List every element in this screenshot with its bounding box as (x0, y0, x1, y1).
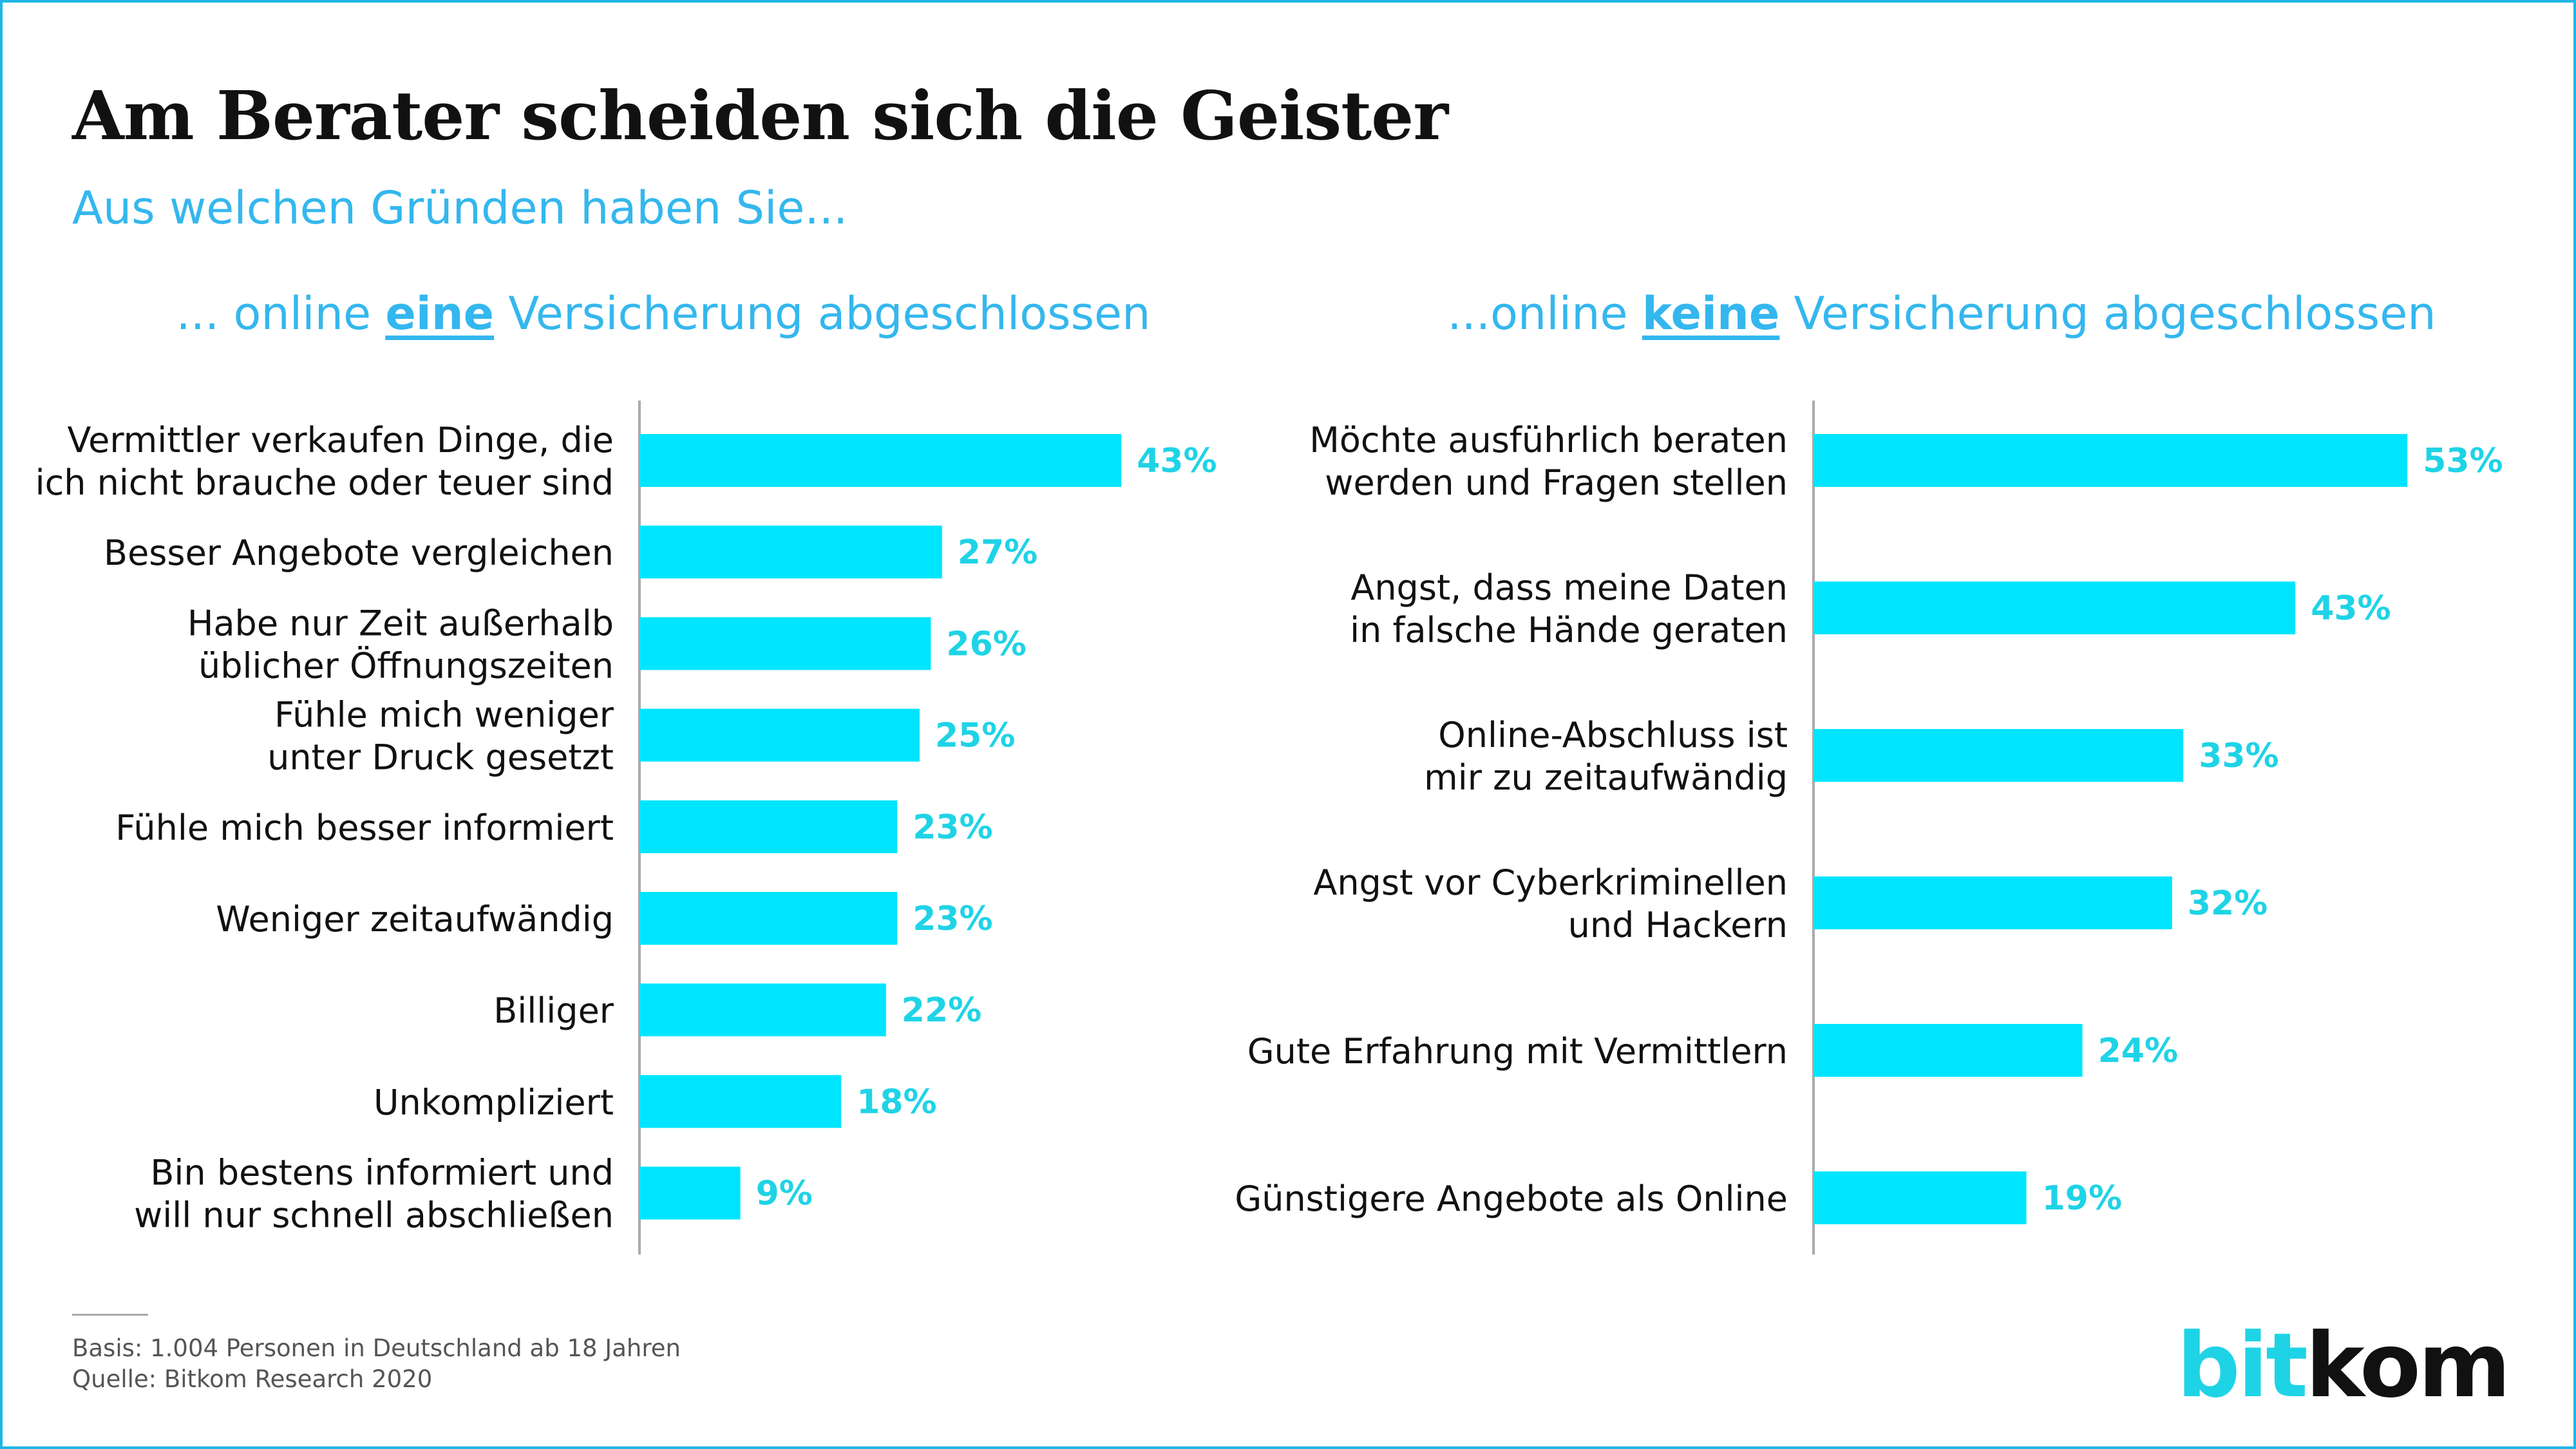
category-label: Billiger (493, 990, 614, 1031)
category-label-line: Günstigere Angebote als Online (1235, 1179, 1788, 1219)
category-label-line: Billiger (493, 990, 614, 1031)
category-label-line: und Hackern (1568, 905, 1788, 945)
data-label: 53% (2423, 442, 2503, 480)
category-label-line: Besser Angebote vergleichen (104, 533, 614, 573)
logo-part-kom: kom (2306, 1314, 2511, 1417)
category-label: Gute Erfahrung mit Vermittlern (1247, 1031, 1788, 1072)
category-label-line: Angst vor Cyberkriminellen (1313, 862, 1788, 903)
data-label: 23% (913, 808, 992, 847)
bar (1814, 876, 2172, 929)
data-label: 22% (902, 991, 981, 1030)
panel-title-emphasis: keine (1642, 287, 1780, 340)
panel-title-suffix: Versicherung abgeschlossen (494, 287, 1151, 340)
bar (639, 617, 931, 670)
footer-divider (72, 1314, 148, 1316)
bar (639, 1075, 842, 1128)
panel-title-online-eine: ... online eine Versicherung abgeschloss… (129, 287, 1198, 340)
data-label: 27% (958, 533, 1037, 572)
category-label-line: Habe nur Zeit außerhalb (187, 603, 614, 643)
panel-title-prefix: ...online (1447, 287, 1642, 340)
category-label: Vermittler verkaufen Dinge, die ich nicht… (35, 420, 614, 503)
data-label: 9% (756, 1175, 813, 1213)
category-label: Günstigere Angebote als Online (1235, 1179, 1788, 1219)
bar-chart-keine: 53% Möchte ausführlich beraten werden und … (1235, 401, 2503, 1255)
data-label: 43% (2311, 589, 2391, 628)
data-label: 33% (2199, 737, 2278, 775)
category-label-line: Fühle mich weniger (274, 695, 614, 735)
bar-chart-eine: 43% Vermittler verkaufen Dinge, die ich ni… (35, 401, 1217, 1255)
footnote-basis: Basis: 1.004 Personen in Deutschland ab … (72, 1334, 681, 1362)
panel-title-online-keine: ...online keine Versicherung abgeschloss… (1397, 287, 2486, 340)
category-label: Fühle mich besser informiert (115, 808, 614, 848)
data-label: 43% (1137, 442, 1217, 480)
bar (1814, 1024, 2083, 1077)
category-label-line: Weniger zeitaufwändig (216, 899, 614, 940)
data-label: 32% (2188, 884, 2268, 923)
category-label-line: Angst, dass meine Daten (1350, 567, 1788, 608)
category-label: Möchte ausführlich beraten werden und Fra… (1309, 420, 1788, 503)
category-label-line: ich nicht brauche oder teuer sind (35, 462, 614, 503)
bar (639, 526, 942, 579)
category-label-line: Vermittler verkaufen Dinge, die (67, 420, 614, 460)
category-label: Bin bestens informiert und will nur schne… (134, 1153, 614, 1236)
data-label: 23% (913, 900, 992, 938)
category-label-line: üblicher Öffnungszeiten (198, 645, 614, 686)
bar (1814, 582, 2296, 634)
data-label: 24% (2098, 1032, 2178, 1070)
chart-subtitle: Aus welchen Gründen haben Sie... (72, 182, 848, 234)
category-label: Online-Abschluss ist mir zu zeitaufwändig (1424, 715, 1788, 798)
category-label: Angst, dass meine Daten in falsche Hände … (1350, 567, 1788, 650)
bar (639, 708, 920, 762)
footnote-source: Quelle: Bitkom Research 2020 (72, 1365, 433, 1393)
category-label-line: unter Druck gesetzt (267, 737, 614, 778)
category-label-line: will nur schnell abschließen (134, 1195, 614, 1236)
category-label-line: Bin bestens informiert und (150, 1153, 614, 1193)
category-label: Weniger zeitaufwändig (216, 899, 614, 940)
panel-title-emphasis: eine (385, 287, 495, 340)
category-label-line: Fühle mich besser informiert (115, 808, 614, 848)
category-label-line: Möchte ausführlich beraten (1309, 420, 1788, 460)
category-label: Angst vor Cyberkriminellen und Hackern (1313, 862, 1788, 945)
category-label-line: Unkompliziert (374, 1082, 614, 1122)
category-label: Besser Angebote vergleichen (104, 533, 614, 573)
bar (639, 1166, 741, 1220)
category-label-line: in falsche Hände geraten (1350, 610, 1788, 650)
logo-part-bit: bit (2177, 1314, 2308, 1417)
chart-title: Am Berater scheiden sich die Geister (72, 76, 1448, 155)
category-label-line: Online-Abschluss ist (1438, 715, 1788, 755)
bar (639, 983, 886, 1037)
category-label: Habe nur Zeit außerhalb üblicher Öffnungs… (187, 603, 614, 686)
bar (1814, 1171, 2027, 1224)
panel-title-prefix: ... online (176, 287, 386, 340)
category-label-line: mir zu zeitaufwändig (1424, 757, 1788, 798)
bar (1814, 434, 2408, 487)
category-label-line: werden und Fragen stellen (1325, 462, 1788, 503)
panel-title-suffix: Versicherung abgeschlossen (1779, 287, 2436, 340)
data-label: 19% (2042, 1179, 2122, 1218)
bar (639, 892, 898, 945)
bitkom-logo: bitkom (2177, 1314, 2511, 1417)
data-label: 25% (935, 717, 1015, 755)
bar (1814, 729, 2184, 782)
data-label: 18% (857, 1083, 936, 1121)
category-label-line: Gute Erfahrung mit Vermittlern (1247, 1031, 1788, 1072)
category-label: Fühle mich weniger unter Druck gesetzt (267, 695, 614, 778)
bar (639, 434, 1122, 487)
data-label: 26% (946, 625, 1026, 663)
category-label: Unkompliziert (374, 1082, 614, 1122)
bar (639, 800, 898, 853)
